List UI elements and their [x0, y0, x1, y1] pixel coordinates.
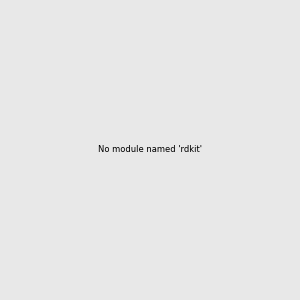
Text: No module named 'rdkit': No module named 'rdkit' [98, 146, 202, 154]
